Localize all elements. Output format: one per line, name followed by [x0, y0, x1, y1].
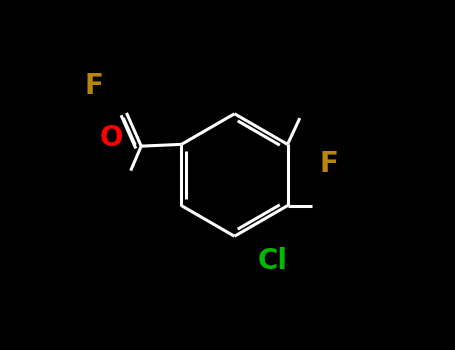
- Text: F: F: [84, 72, 103, 100]
- Text: F: F: [319, 150, 339, 178]
- Text: Cl: Cl: [258, 247, 288, 275]
- Text: O: O: [100, 124, 123, 152]
